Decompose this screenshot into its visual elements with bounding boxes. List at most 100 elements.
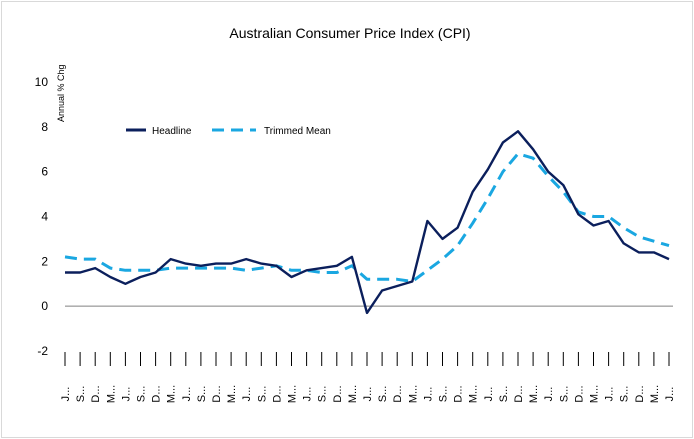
data-point-headline	[366, 312, 368, 314]
data-point-headline	[321, 267, 323, 269]
x-tick-label: D...	[573, 385, 585, 402]
data-point-headline	[94, 267, 96, 269]
series-layer	[64, 130, 670, 315]
data-point-headline	[532, 148, 534, 150]
x-tick-label: J...	[604, 387, 616, 402]
data-point-headline	[668, 258, 670, 260]
data-point-headline	[305, 269, 307, 271]
data-point-trimmed-mean	[653, 240, 655, 242]
data-point-headline	[653, 251, 655, 253]
series-line-headline	[65, 130, 670, 315]
data-point-trimmed-mean	[638, 235, 640, 237]
data-point-headline	[502, 141, 504, 143]
y-tick-label: 6	[41, 165, 48, 179]
x-tick-label: J...	[181, 387, 193, 402]
x-tick-label: M...	[166, 385, 178, 403]
data-point-headline	[275, 265, 277, 267]
data-point-headline	[562, 184, 564, 186]
series-line-trimmed-mean	[64, 152, 670, 283]
x-tick-label: M...	[226, 385, 238, 403]
data-point-trimmed-mean	[139, 269, 141, 271]
x-tick-label: M...	[528, 385, 540, 403]
x-tick-label: M...	[287, 385, 299, 403]
y-tick-label: 4	[41, 210, 48, 224]
data-point-headline	[64, 271, 66, 273]
data-point-headline	[154, 271, 156, 273]
x-tick-label: S...	[256, 386, 268, 403]
data-point-headline	[170, 258, 172, 260]
x-tick-label: D...	[392, 385, 404, 402]
data-point-trimmed-mean	[456, 244, 458, 246]
data-point-trimmed-mean	[290, 269, 292, 271]
data-point-headline	[109, 276, 111, 278]
data-point-trimmed-mean	[185, 267, 187, 269]
x-tick-label: J...	[302, 387, 314, 402]
data-point-trimmed-mean	[260, 267, 262, 269]
data-point-trimmed-mean	[200, 267, 202, 269]
data-point-headline	[638, 251, 640, 253]
data-point-trimmed-mean	[592, 215, 594, 217]
legend: Headline Trimmed Mean	[126, 126, 331, 137]
data-point-trimmed-mean	[124, 269, 126, 271]
data-point-trimmed-mean	[441, 258, 443, 260]
data-point-headline	[351, 256, 353, 258]
data-point-trimmed-mean	[94, 258, 96, 260]
data-point-trimmed-mean	[381, 278, 383, 280]
data-point-trimmed-mean	[321, 271, 323, 273]
x-tick-label: D...	[90, 385, 102, 402]
data-point-headline	[290, 276, 292, 278]
x-tick-label: M...	[407, 385, 419, 403]
x-tick-label: D...	[332, 385, 344, 402]
x-tick-label: J...	[60, 387, 72, 402]
y-tick-label: 8	[41, 120, 48, 134]
x-tick-label: D...	[211, 385, 223, 402]
data-point-headline	[426, 220, 428, 222]
x-tick-label: J...	[362, 387, 374, 402]
y-axis-ticks: -2 0 2 4 6 8 10	[35, 75, 49, 358]
data-point-headline	[623, 242, 625, 244]
data-point-trimmed-mean	[502, 170, 504, 172]
data-point-trimmed-mean	[351, 265, 353, 267]
data-point-headline	[607, 220, 609, 222]
data-point-trimmed-mean	[109, 267, 111, 269]
data-point-headline	[139, 276, 141, 278]
x-tick-label: S...	[75, 386, 87, 403]
x-tick-label: D...	[513, 385, 525, 402]
x-tick-label: S...	[136, 386, 148, 403]
data-point-headline	[577, 213, 579, 215]
data-point-headline	[79, 271, 81, 273]
data-point-headline	[185, 262, 187, 264]
data-point-trimmed-mean	[607, 215, 609, 217]
data-point-trimmed-mean	[79, 258, 81, 260]
x-tick-label: M...	[589, 385, 601, 403]
x-tick-label: S...	[619, 386, 631, 403]
data-point-trimmed-mean	[215, 267, 217, 269]
data-point-trimmed-mean	[170, 267, 172, 269]
data-point-trimmed-mean	[562, 191, 564, 193]
x-tick-label: S...	[498, 386, 510, 403]
y-axis-label: Annual % Chg	[56, 64, 66, 122]
data-point-trimmed-mean	[366, 278, 368, 280]
data-point-headline	[517, 130, 519, 132]
data-point-headline	[245, 258, 247, 260]
data-point-headline	[456, 227, 458, 229]
data-point-headline	[200, 265, 202, 267]
x-tick-label: D...	[271, 385, 283, 402]
legend-label-trimmed-mean: Trimmed Mean	[264, 126, 331, 137]
x-tick-label: S...	[317, 386, 329, 403]
x-tick-label: D...	[634, 385, 646, 402]
x-tick-label: M...	[347, 385, 359, 403]
data-point-headline	[124, 283, 126, 285]
x-tick-label: J...	[483, 387, 495, 402]
data-point-headline	[487, 168, 489, 170]
data-point-headline	[396, 285, 398, 287]
y-tick-label: 0	[41, 299, 48, 313]
data-point-trimmed-mean	[426, 269, 428, 271]
data-point-headline	[592, 224, 594, 226]
x-tick-label: D...	[453, 385, 465, 402]
y-tick-label: 10	[35, 75, 49, 89]
data-point-headline	[411, 280, 413, 282]
chart-title: Australian Consumer Price Index (CPI)	[229, 25, 470, 41]
